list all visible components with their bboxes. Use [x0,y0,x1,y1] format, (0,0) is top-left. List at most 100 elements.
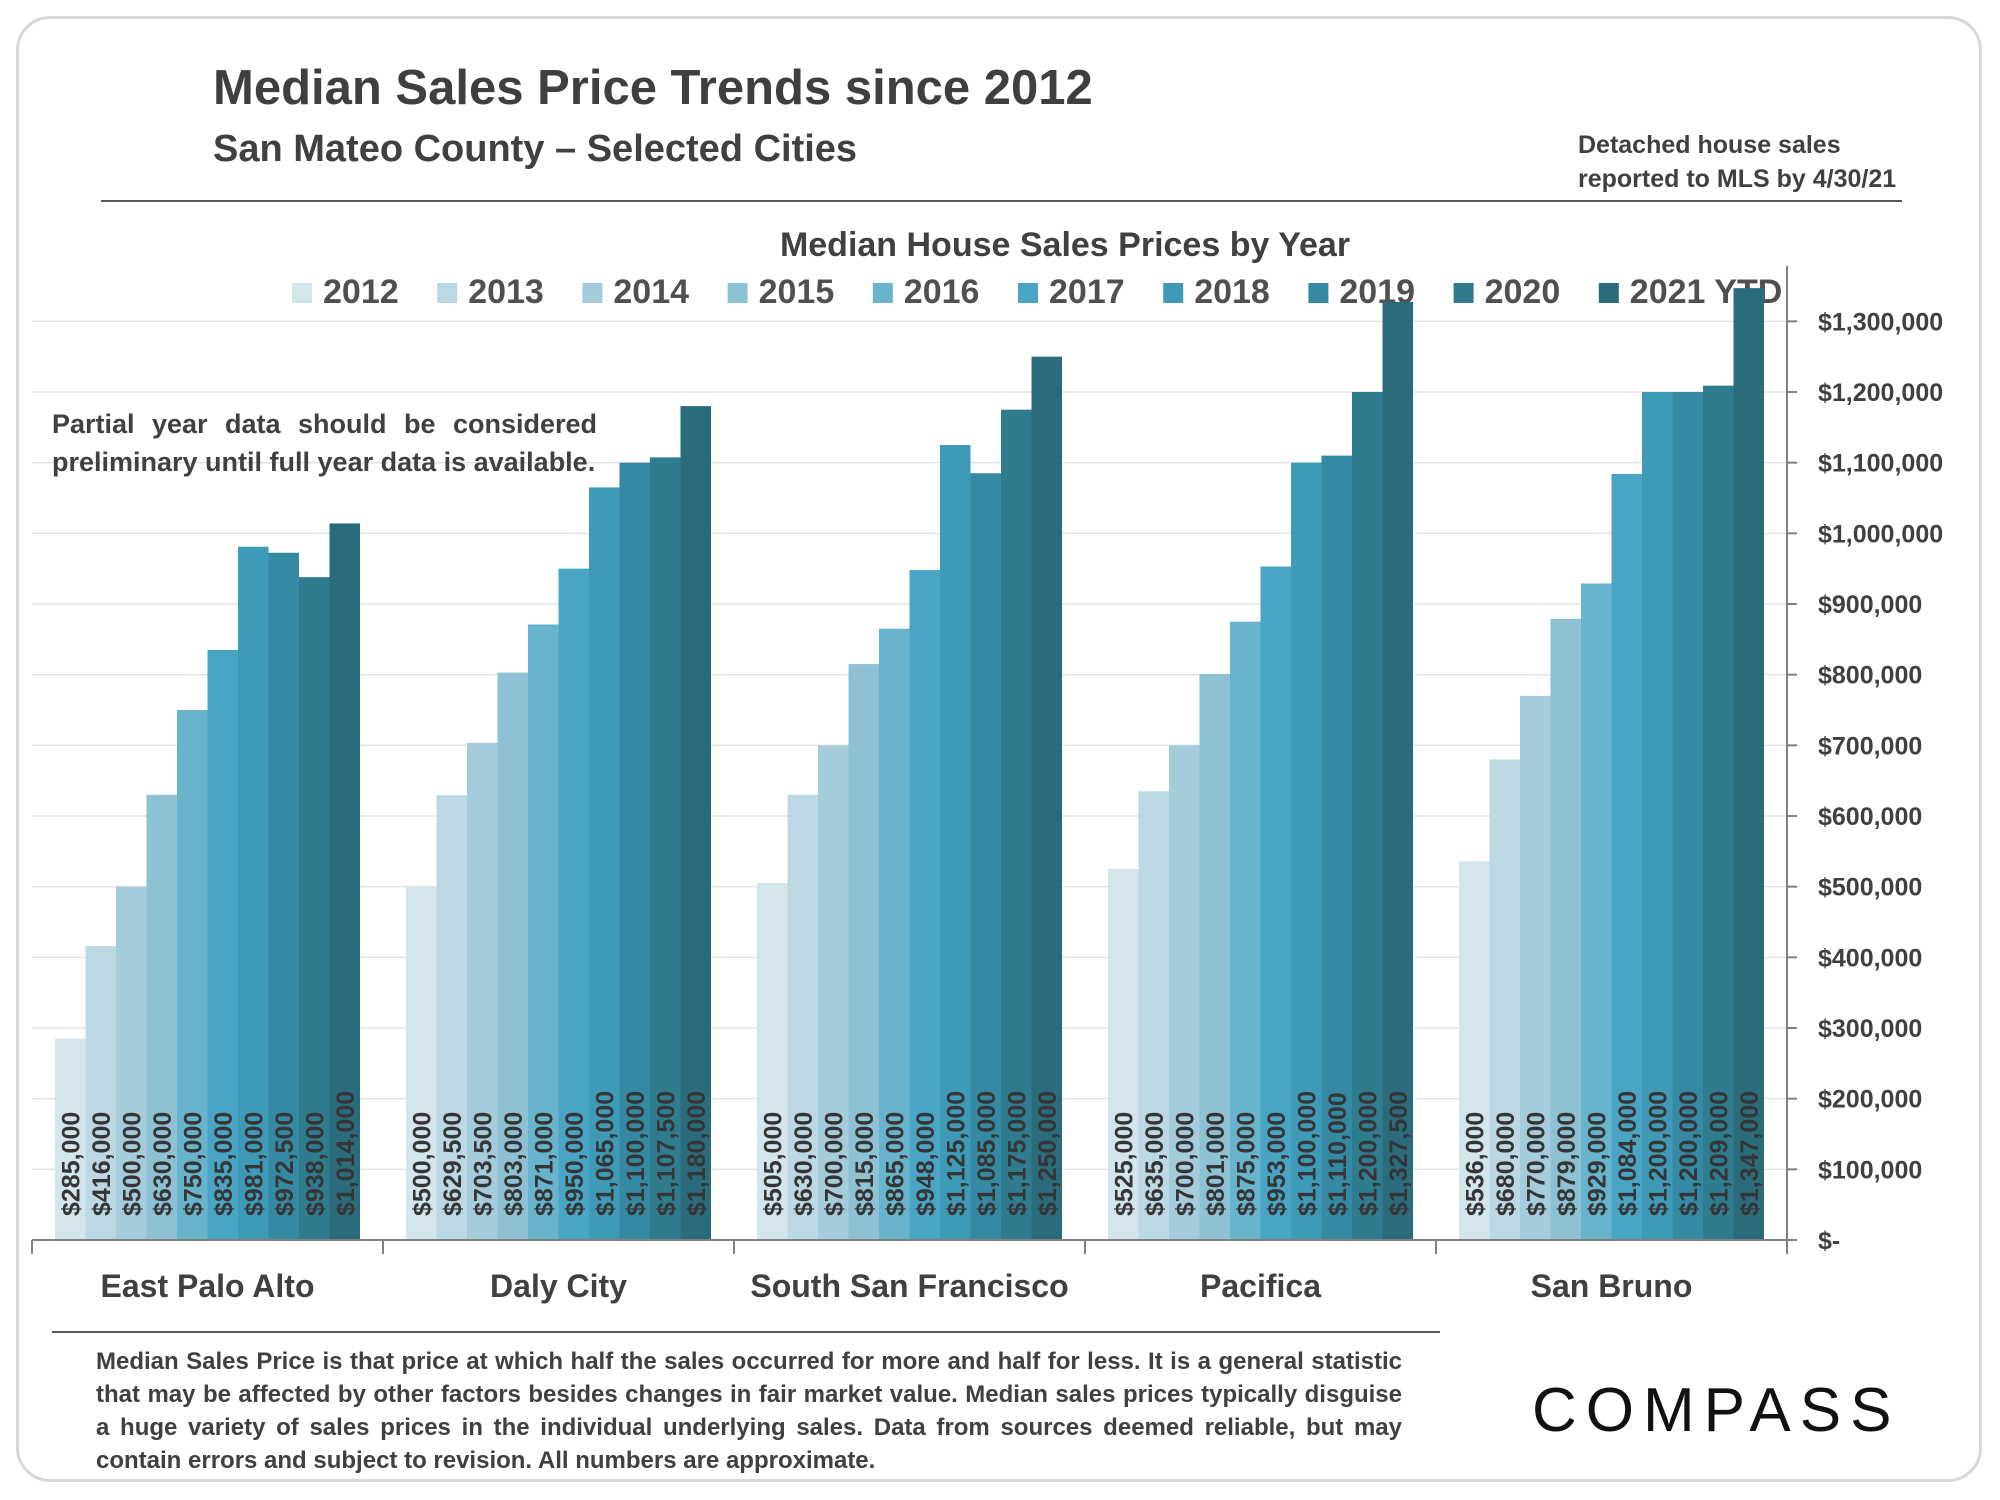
bar-value-label: $700,000 [1171,1112,1199,1216]
bar-value-label: $703,500 [469,1112,497,1216]
bar-value-label: $801,000 [1202,1112,1230,1216]
bar-value-label: $1,180,000 [683,1091,711,1216]
bar [497,672,528,1240]
y-axis-tick-label: $800,000 [1818,662,1922,690]
bar [1642,392,1673,1240]
bar-value-label: $1,065,000 [591,1091,619,1216]
bar [680,406,711,1241]
bar [1581,583,1612,1240]
bar-value-label: $875,000 [1232,1112,1260,1216]
legend-swatch [727,283,748,303]
bar [406,886,437,1240]
bar [1138,791,1169,1240]
bar-value-label: $1,250,000 [1034,1091,1062,1216]
bar-value-label: $630,000 [149,1112,177,1216]
y-axis-tick-label: $400,000 [1818,944,1922,972]
y-axis-tick-label: $1,200,000 [1818,379,1943,407]
bars-group [55,288,1764,1241]
footnote: Median Sales Price is that price at whic… [96,1348,1402,1474]
bar-value-label: $948,000 [912,1112,940,1216]
bar [848,664,879,1240]
bar [1001,409,1032,1241]
bar [1703,385,1734,1240]
bar-value-label: $1,200,000 [1675,1091,1703,1216]
y-axis-tick-labels: $- $100,000 $200,000 $300,000 $400,000 $500,0… [1818,308,1943,1255]
bar [650,457,681,1240]
bar-value-label: $1,347,000 [1736,1091,1764,1216]
data-source-note-line1: Detached house sales [1578,131,1841,159]
bar-value-label: $1,209,000 [1705,1091,1733,1216]
axes [31,266,1797,1254]
bar-value-label: $525,000 [1110,1112,1138,1216]
bar [1108,869,1139,1240]
partial-year-note: Partial year data should be considered p… [52,409,597,477]
footer-divider [52,1331,1440,1333]
y-axis-tick-label: $100,000 [1818,1156,1922,1184]
bar-value-label: $630,000 [790,1112,818,1216]
chart-title: Median House Sales Prices by Year [780,226,1350,264]
y-axis-tick-label: $1,300,000 [1818,308,1943,336]
x-axis-category-label: San Bruno [1531,1268,1693,1304]
legend-label: 2017 [1049,273,1125,311]
bar-value-label: $635,000 [1141,1112,1169,1216]
bar-value-label: $953,000 [1263,1112,1291,1216]
legend-label: 2013 [468,273,544,311]
bar [1352,392,1383,1240]
bar [1733,288,1764,1240]
bar-value-label: $629,500 [439,1112,467,1216]
bar [1550,618,1581,1240]
bar [299,577,330,1240]
legend-swatch [872,283,893,303]
legend-label: 2016 [904,273,980,311]
bar-value-label: $1,107,500 [652,1091,680,1216]
y-axis-tick-label: $300,000 [1818,1015,1922,1043]
legend-swatch [1453,283,1474,303]
bar [146,794,177,1240]
bar-value-label: $1,014,000 [332,1091,360,1216]
bar [238,546,269,1240]
bar-value-label: $750,000 [179,1112,207,1216]
bar [1230,621,1261,1240]
bar-value-label: $1,100,000 [1293,1091,1321,1216]
y-axis-tick-label: $500,000 [1818,874,1922,902]
bar [1291,462,1322,1241]
data-source-note-line2: reported to MLS by 4/30/21 [1578,165,1897,193]
bar-value-label: $871,000 [530,1112,558,1216]
bar-value-label: $1,100,000 [622,1091,650,1216]
bar-value-label: $1,327,500 [1385,1091,1413,1216]
bar-value-label: $500,000 [408,1112,436,1216]
y-axis-tick-label: $600,000 [1818,803,1922,831]
bar [55,1038,86,1240]
bar [1169,745,1200,1240]
bar-value-label: $1,200,000 [1354,1091,1382,1216]
bar [558,568,589,1240]
bar [757,883,788,1240]
x-axis-category-label: Daly City [490,1268,627,1304]
bar-value-label: $505,000 [759,1112,787,1216]
compass-logo: COMPASS [1532,1376,1901,1445]
bar [436,795,467,1240]
bar [1199,673,1230,1240]
legend-swatch [1598,283,1619,303]
bar [970,473,1001,1240]
bar-value-label: $770,000 [1522,1112,1550,1216]
page-subtitle: San Mateo County – Selected Cities [213,128,858,170]
bar [207,649,238,1240]
bar [467,742,498,1240]
y-axis-tick-label: $1,100,000 [1818,450,1943,478]
bar [1611,473,1642,1240]
bar [1382,301,1413,1240]
page-title: Median Sales Price Trends since 2012 [213,61,1093,115]
bar-value-label: $416,000 [88,1112,116,1216]
bar-value-label: $285,000 [57,1112,85,1216]
bar-value-label: $950,000 [561,1112,589,1216]
bar-labels-group: $285,000 $416,000 $500,000 $630,000 $750,000… [57,1091,1764,1216]
bar-value-label: $700,000 [820,1112,848,1216]
legend-swatch [1308,283,1329,303]
y-axis-tick-label: $900,000 [1818,591,1922,619]
bar [589,487,620,1240]
bar [1459,861,1490,1240]
bar-value-label: $835,000 [210,1112,238,1216]
y-axis-tick-label: $1,000,000 [1818,520,1943,548]
